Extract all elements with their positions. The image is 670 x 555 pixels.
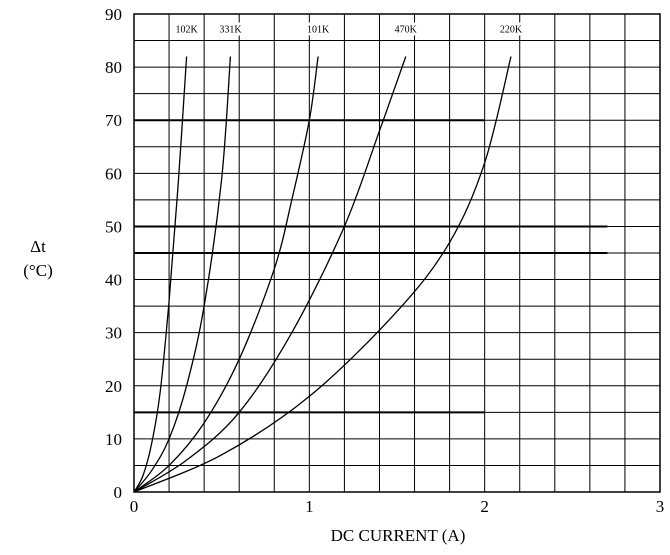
series-label-470k: 470K — [395, 24, 418, 35]
series-label-bg — [171, 22, 202, 36]
series-label-102k: 102K — [175, 24, 198, 35]
series-line-102k — [133, 56, 188, 493]
x-axis-label: DC CURRENT (A) — [331, 526, 466, 545]
x-tick-label: 0 — [130, 497, 139, 516]
y-tick-label: 0 — [114, 483, 123, 502]
series-labels: 102K 331K 101K 470K 220K — [171, 22, 526, 36]
series-label-bg — [215, 22, 246, 36]
y-tick-label: 30 — [105, 324, 122, 343]
x-tick-label: 2 — [480, 497, 489, 516]
series-line-220k — [133, 56, 512, 493]
series-line-470k — [133, 56, 407, 493]
y-tick-label: 60 — [105, 164, 122, 183]
series-label-101k: 101K — [307, 24, 330, 35]
series-lines — [133, 56, 512, 493]
y-axis-label-line1: Δt — [30, 237, 46, 256]
series-label-331k: 331K — [219, 24, 242, 35]
y-tick-label: 50 — [105, 217, 122, 236]
plot-frame — [133, 13, 661, 493]
y-axis-label-line2: (°C) — [23, 261, 52, 280]
series-line-331k — [133, 56, 232, 493]
y-tick-label: 90 — [105, 5, 122, 24]
series-label-bg — [495, 22, 526, 36]
y-tick-label: 80 — [105, 58, 122, 77]
series-label-bg — [303, 22, 334, 36]
series-label-bg — [390, 22, 421, 36]
y-tick-label: 10 — [105, 430, 122, 449]
x-tick-label: 3 — [656, 497, 665, 516]
series-line-101k — [133, 56, 319, 493]
tick-labels: 0 10 20 30 40 50 60 70 80 90 0 1 2 3 — [105, 5, 664, 516]
y-tick-label: 70 — [105, 111, 122, 130]
series-label-220k: 220K — [500, 24, 523, 35]
y-tick-label: 40 — [105, 271, 122, 290]
x-tick-label: 1 — [305, 497, 314, 516]
y-tick-label: 20 — [105, 377, 122, 396]
grid — [134, 14, 660, 492]
axes — [133, 13, 661, 493]
